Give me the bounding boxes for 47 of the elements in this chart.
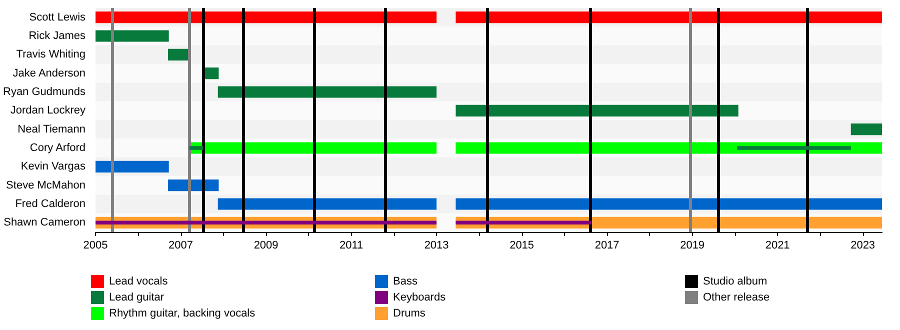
x-tick-label: 2005 xyxy=(83,240,108,252)
bar xyxy=(456,142,882,154)
bar xyxy=(96,160,169,172)
bar xyxy=(189,142,437,154)
y-tick-label: Kevin Vargas xyxy=(20,160,86,173)
bar xyxy=(456,220,592,225)
bar xyxy=(456,216,882,228)
x-tick-label: 2021 xyxy=(765,240,790,252)
x-tick-label: 2007 xyxy=(168,240,194,252)
bar xyxy=(189,146,203,150)
y-tick-label: Neal Tiemann xyxy=(18,123,86,136)
legend-label: Lead vocals xyxy=(109,276,168,288)
y-tick-label: Rick James xyxy=(28,30,86,42)
bar xyxy=(456,198,882,210)
bar xyxy=(850,124,882,136)
bar xyxy=(456,12,882,24)
legend-label: Bass xyxy=(393,276,418,288)
y-tick-label: Jake Anderson xyxy=(12,67,86,80)
bar xyxy=(168,48,190,60)
y-tick-label: Scott Lewis xyxy=(29,11,86,24)
x-tick-label: 2015 xyxy=(510,240,534,252)
x-tick-label: 2019 xyxy=(680,240,705,252)
bar xyxy=(456,104,738,116)
legend-label: Studio album xyxy=(703,276,768,288)
legend-label: Other release xyxy=(703,292,770,304)
y-tick-label: Ryan Gudmunds xyxy=(2,86,86,98)
y-tick-label: Travis Whiting xyxy=(16,48,86,61)
bar xyxy=(218,198,437,210)
x-tick-label: 2013 xyxy=(424,240,449,252)
legend-label: Keyboards xyxy=(393,292,446,304)
bar xyxy=(218,86,437,98)
legend-label: Rhythm guitar, backing vocals xyxy=(109,308,256,320)
y-tick-label: Shawn Cameron xyxy=(4,216,86,229)
y-tick-label: Cory Arford xyxy=(30,142,86,154)
bar xyxy=(96,12,437,24)
x-tick-label: 2011 xyxy=(339,240,364,252)
bar xyxy=(96,30,169,42)
legend-label: Drums xyxy=(393,308,426,320)
y-tick-label: Fred Calderon xyxy=(15,198,86,210)
x-tick-label: 2023 xyxy=(850,240,876,252)
bar xyxy=(737,146,851,150)
y-tick-label: Steve McMahon xyxy=(6,179,86,192)
x-tick-label: 2009 xyxy=(254,240,278,252)
bar xyxy=(96,220,437,225)
y-tick-label: Jordan Lockrey xyxy=(10,104,86,117)
x-tick-label: 2017 xyxy=(594,240,620,252)
legend-label: Lead guitar xyxy=(109,292,164,304)
